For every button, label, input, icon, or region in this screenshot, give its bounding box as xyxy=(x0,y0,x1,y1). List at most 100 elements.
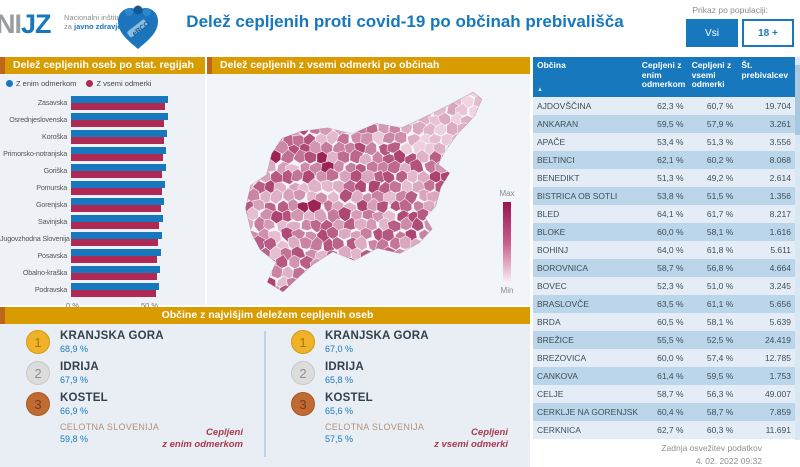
bar-one-dose[interactable] xyxy=(71,215,163,222)
municipality-cell xyxy=(424,92,439,98)
sort-ascending-icon[interactable]: ▲ xyxy=(537,86,543,93)
table-row[interactable]: BRASLOVČE 63,5 % 61,1 % 5.656 xyxy=(533,295,795,313)
bar-one-dose[interactable] xyxy=(71,147,166,154)
table-row[interactable]: ANKARAN 59,5 % 57,9 % 3.261 xyxy=(533,115,795,133)
bar-one-dose[interactable] xyxy=(71,130,168,137)
bar-one-dose[interactable] xyxy=(71,283,160,290)
bar-all-doses[interactable] xyxy=(71,154,163,161)
table-row[interactable]: BOROVNICA 58,7 % 56,8 % 4.664 xyxy=(533,259,795,277)
rank-item[interactable]: 2 IDRIJA 67,9 % xyxy=(26,361,265,385)
bar-all-doses[interactable] xyxy=(71,103,165,110)
municipality-cell xyxy=(298,236,314,250)
rank-item[interactable]: 3 KOSTEL 66,9 % xyxy=(26,392,265,416)
table-scrollbar[interactable] xyxy=(795,57,800,440)
bar-all-doses[interactable] xyxy=(71,205,162,212)
bar-all-doses[interactable] xyxy=(71,188,162,195)
bar-all-doses[interactable] xyxy=(71,120,165,127)
region-label: Obalno-kraška xyxy=(22,268,67,277)
table-row[interactable]: BISTRICA OB SOTLI 53,8 % 51,5 % 1.356 xyxy=(533,187,795,205)
table-row[interactable]: CERKNICA 62,7 % 60,3 % 11.691 xyxy=(533,421,795,439)
bar-all-doses[interactable] xyxy=(71,239,158,246)
rank-item[interactable]: 3 KOSTEL 65,6 % xyxy=(291,392,530,416)
municipality-cell xyxy=(218,274,231,289)
municipality-cell xyxy=(219,257,232,270)
bar-one-dose[interactable] xyxy=(71,266,160,273)
table-row[interactable]: CELJE 58,7 % 56,3 % 49.007 xyxy=(533,385,795,403)
table-row[interactable]: BREŽICE 55,5 % 52,5 % 24.419 xyxy=(533,331,795,349)
table-row[interactable]: AJDOVŠČINA 62,3 % 60,7 % 19.704 xyxy=(533,97,795,115)
table-row[interactable]: BRDA 60,5 % 58,1 % 5.639 xyxy=(533,313,795,331)
municipality-cell xyxy=(507,93,515,108)
rank-percentage: 67,9 % xyxy=(60,375,89,385)
table-row[interactable]: CANKOVA 61,4 % 59,5 % 1.753 xyxy=(533,367,795,385)
cell-all-doses: 57,9 % xyxy=(706,119,734,129)
population-button-18plus[interactable]: 18 + xyxy=(742,19,794,47)
bar-all-doses[interactable] xyxy=(71,137,164,144)
municipality-cell xyxy=(297,92,312,96)
table-row[interactable]: BENEDIKT 51,3 % 49,2 % 2.614 xyxy=(533,169,795,187)
municipality-cell xyxy=(259,266,271,280)
municipality-cell xyxy=(304,285,318,292)
bar-one-dose[interactable] xyxy=(71,181,165,188)
table-row[interactable]: BREZOVICA 60,0 % 57,4 % 12.785 xyxy=(533,349,795,367)
municipality-cell xyxy=(360,284,374,292)
bar-one-dose[interactable] xyxy=(71,113,169,120)
rank-columns-divider xyxy=(264,331,266,457)
municipality-cell xyxy=(245,92,256,100)
bar-all-doses[interactable] xyxy=(71,171,163,178)
municipality-cell xyxy=(292,92,306,108)
municipality-cell xyxy=(219,240,230,254)
column-header-all-doses[interactable]: Cepljeni z vsemi odmerki xyxy=(691,60,732,89)
column-header-obcina[interactable]: Občina ▲ xyxy=(533,57,638,97)
cell-municipality: BREŽICE xyxy=(537,335,574,345)
table-row[interactable]: BELTINCI 62,1 % 60,2 % 8.068 xyxy=(533,151,795,169)
rank-item[interactable]: 2 IDRIJA 65,8 % xyxy=(291,361,530,385)
municipality-cell xyxy=(336,113,352,128)
municipality-cell xyxy=(349,265,361,280)
region-chart-panel: Delež cepljenih oseb po stat. regijah Z … xyxy=(0,57,205,310)
table-scrollbar-thumb[interactable] xyxy=(795,65,800,135)
table-row[interactable]: CERKLJE NA GORENJSKEM 60,4 % 58,7 % 7.859 xyxy=(533,403,795,421)
municipality-cell xyxy=(245,153,250,168)
bar-all-doses[interactable] xyxy=(71,256,158,263)
table-row[interactable]: BLED 64,1 % 61,7 % 8.217 xyxy=(533,205,795,223)
municipality-cell xyxy=(399,274,414,289)
municipality-cell xyxy=(444,276,459,290)
table-row[interactable]: BOHINJ 64,0 % 61,8 % 5.611 xyxy=(533,241,795,259)
municipality-cell xyxy=(254,162,268,175)
municipality-cell xyxy=(479,125,482,140)
municipality-cell xyxy=(480,201,482,214)
municipality-cell xyxy=(450,210,465,224)
municipality-cell xyxy=(429,93,443,108)
region-chart-legend: Z enim odmerkom Z vsemi odmerki xyxy=(0,74,205,88)
rank-item[interactable]: 1 KRANJSKA GORA 68,9 % xyxy=(26,330,265,354)
population-button-all[interactable]: Vsi xyxy=(686,19,738,47)
bar-one-dose[interactable] xyxy=(71,96,169,103)
municipality-cell xyxy=(388,92,403,99)
bar-one-dose[interactable] xyxy=(71,198,165,205)
municipality-cell xyxy=(481,296,493,297)
bar-all-doses[interactable] xyxy=(71,222,160,229)
cell-municipality: BLOKE xyxy=(537,227,566,237)
table-row[interactable]: BOVEC 52,3 % 51,0 % 3.245 xyxy=(533,277,795,295)
bar-one-dose[interactable] xyxy=(71,249,161,256)
municipality-cell xyxy=(279,94,293,109)
municipality-cell xyxy=(233,161,245,177)
municipality-cell xyxy=(230,84,243,98)
column-header-population[interactable]: Št. prebivalcev xyxy=(741,60,789,80)
cell-all-doses: 56,8 % xyxy=(706,263,734,273)
bar-one-dose[interactable] xyxy=(71,164,166,171)
municipality-cell xyxy=(468,295,482,297)
table-row[interactable]: BLOKE 60,0 % 58,1 % 1.616 xyxy=(533,223,795,241)
bar-one-dose[interactable] xyxy=(71,232,162,239)
municipality-cell xyxy=(245,140,256,156)
municipality-cell xyxy=(219,219,231,231)
municipality-cell xyxy=(455,218,468,234)
bar-all-doses[interactable] xyxy=(71,290,157,297)
bar-all-doses[interactable] xyxy=(71,273,157,280)
municipality-cell xyxy=(400,92,413,101)
column-header-one-dose[interactable]: Cepljeni z enim odmerkom xyxy=(641,60,686,89)
table-row[interactable]: APAČE 53,4 % 51,3 % 3.556 xyxy=(533,133,795,151)
rank-item[interactable]: 1 KRANJSKA GORA 67,0 % xyxy=(291,330,530,354)
slovenia-choropleth-map[interactable] xyxy=(215,79,515,297)
